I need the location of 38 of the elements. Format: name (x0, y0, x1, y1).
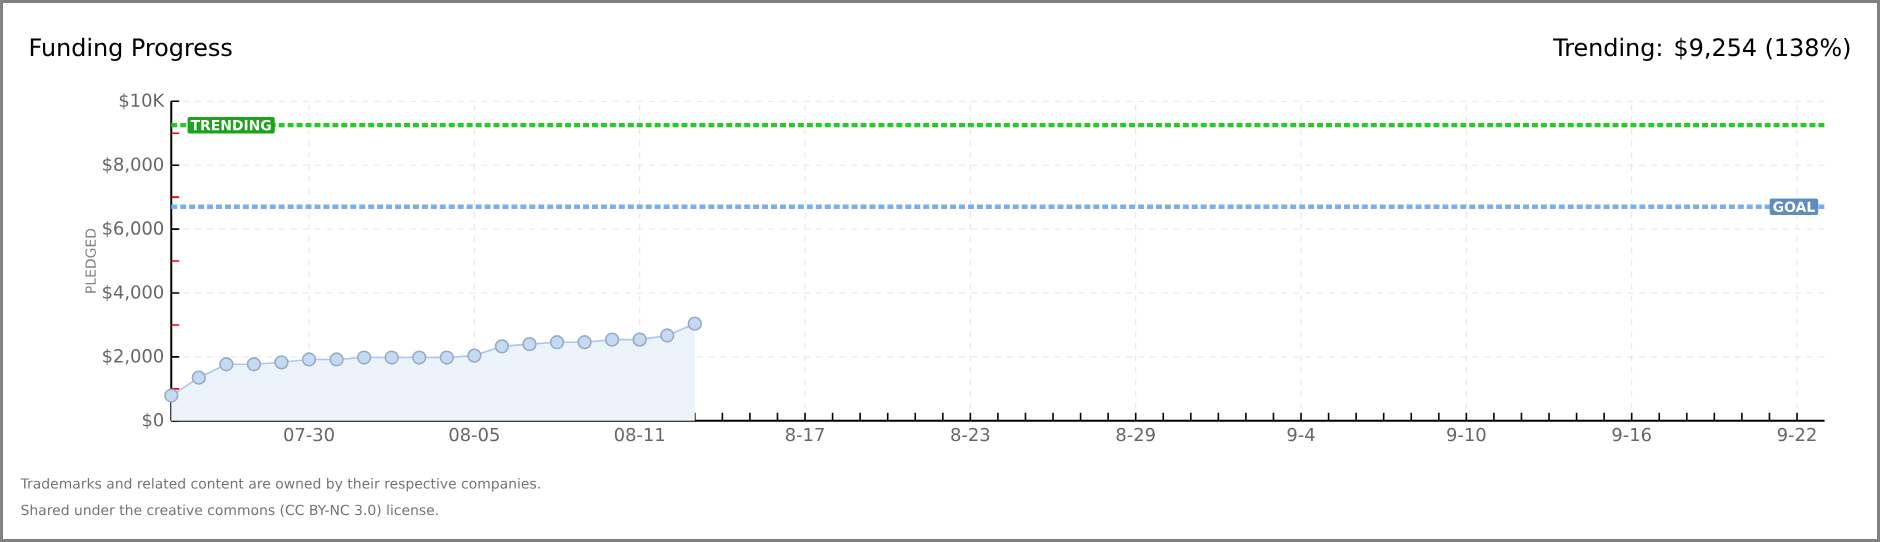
x-tick-label: 9-4 (1287, 427, 1315, 442)
point (604, 332, 620, 347)
point (687, 316, 702, 331)
point (219, 357, 234, 372)
point (191, 370, 206, 385)
chart-subtitle: Trending: $9,254 (138%) (1553, 37, 1850, 61)
x-tick-label: 08-05 (449, 427, 499, 442)
x-tick-label: 9-16 (1612, 427, 1651, 442)
y-tick-label: $10K (119, 93, 165, 110)
point (412, 350, 427, 365)
y-tick-label: $6,000 (103, 220, 164, 238)
point (577, 335, 592, 350)
point (246, 357, 262, 372)
x-tick-label: 08-11 (614, 427, 665, 442)
point (467, 348, 482, 363)
point (301, 352, 317, 367)
y-tick-label: $2,000 (103, 348, 164, 365)
point (274, 355, 289, 370)
point (660, 328, 675, 343)
x-tick-label: 8-23 (951, 427, 990, 442)
x-tick-label: 9-22 (1777, 427, 1816, 442)
point (522, 336, 537, 352)
point (549, 335, 565, 350)
y-tick-label: $8,000 (103, 157, 164, 174)
x-tick-label: 07-30 (284, 427, 334, 442)
y-tick-label: $0 (142, 412, 164, 429)
x-tick-label: 8-17 (785, 427, 824, 442)
point (329, 352, 344, 367)
point (384, 350, 399, 365)
chart-title: Funding Progress (30, 37, 232, 61)
point (632, 332, 647, 347)
point (164, 388, 179, 403)
point (356, 350, 372, 365)
x-tick-label: 8-29 (1116, 427, 1155, 442)
point (439, 350, 454, 365)
y-tick-label: $4,000 (103, 284, 164, 302)
point (494, 339, 510, 354)
x-tick-label: 9-10 (1447, 427, 1486, 442)
